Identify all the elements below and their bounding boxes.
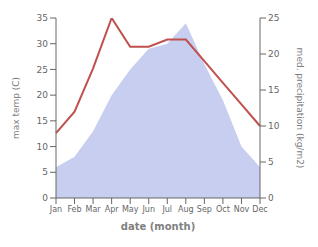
svg-text:Jan: Jan xyxy=(49,205,62,214)
svg-text:0: 0 xyxy=(268,193,274,203)
svg-text:20: 20 xyxy=(268,49,280,59)
svg-text:25: 25 xyxy=(268,13,279,23)
svg-text:med. precipitation (kg/m2): med. precipitation (kg/m2) xyxy=(295,48,305,169)
svg-text:0: 0 xyxy=(42,193,48,203)
svg-text:10: 10 xyxy=(37,142,49,152)
svg-text:May: May xyxy=(122,205,139,214)
svg-text:10: 10 xyxy=(268,121,280,131)
svg-text:Sep: Sep xyxy=(197,205,212,214)
svg-text:date (month): date (month) xyxy=(121,221,195,232)
svg-text:Jul: Jul xyxy=(161,205,172,214)
svg-text:Oct: Oct xyxy=(216,205,230,214)
svg-text:5: 5 xyxy=(268,157,274,167)
svg-text:20: 20 xyxy=(37,90,49,100)
svg-text:Jun: Jun xyxy=(141,205,155,214)
svg-text:Apr: Apr xyxy=(105,205,120,214)
svg-text:max temp (C): max temp (C) xyxy=(11,77,21,139)
svg-text:30: 30 xyxy=(37,39,49,49)
svg-text:Feb: Feb xyxy=(67,205,81,214)
svg-text:25: 25 xyxy=(37,65,48,75)
svg-text:15: 15 xyxy=(268,85,279,95)
svg-text:5: 5 xyxy=(42,167,48,177)
svg-text:Nov: Nov xyxy=(234,205,250,214)
svg-text:Mar: Mar xyxy=(86,205,102,214)
svg-text:Dec: Dec xyxy=(252,205,267,214)
svg-text:Aug: Aug xyxy=(178,205,194,214)
svg-text:35: 35 xyxy=(37,13,48,23)
svg-text:15: 15 xyxy=(37,116,48,126)
